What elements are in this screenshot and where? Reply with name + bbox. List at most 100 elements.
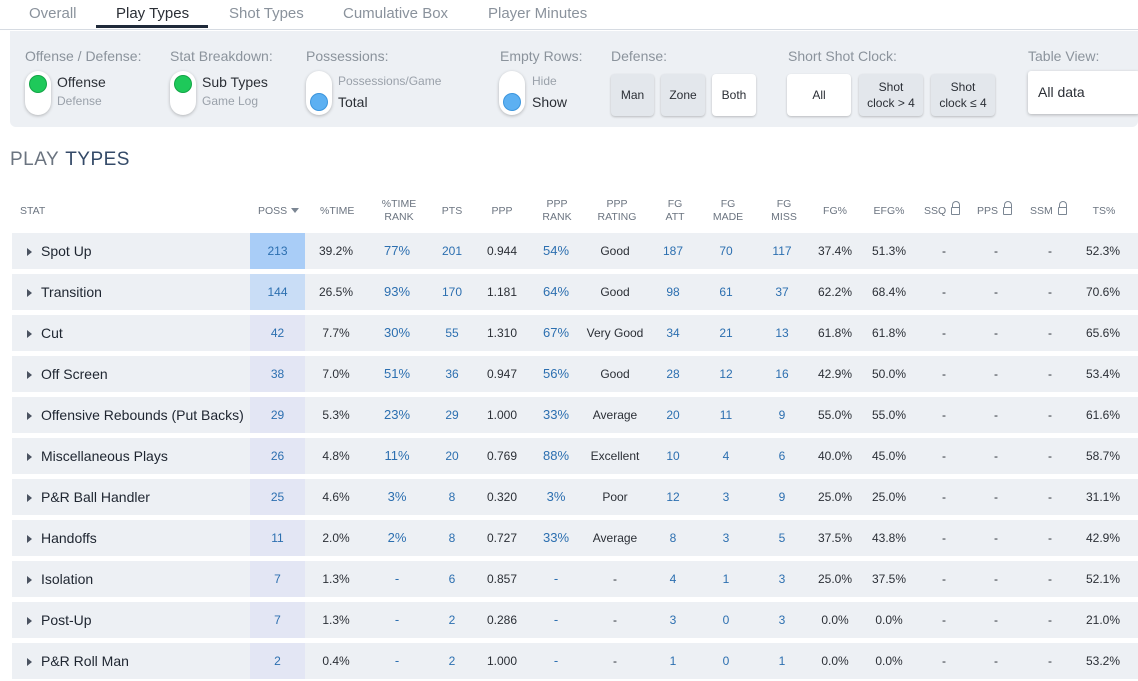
poss-cell[interactable]: 2 <box>274 654 281 668</box>
play-type-name[interactable]: P&R Ball Handler <box>41 489 150 505</box>
tab-cumulative-box[interactable]: Cumulative Box <box>343 5 449 22</box>
col-pts[interactable]: PTS <box>441 205 463 217</box>
col-ssm[interactable]: SSM <box>1030 201 1067 218</box>
time-rank-cell[interactable]: 93% <box>383 284 411 299</box>
poss-cell[interactable]: 25 <box>270 490 285 504</box>
fg-att-cell[interactable]: 10 <box>666 449 680 463</box>
expand-row-icon[interactable] <box>27 371 32 379</box>
fg-miss-cell[interactable]: 9 <box>778 408 786 422</box>
table-view-select[interactable]: All data <box>1028 71 1138 114</box>
fg-att-cell[interactable]: 4 <box>669 572 677 586</box>
fg-miss-cell[interactable]: 6 <box>778 449 786 463</box>
poss-cell[interactable]: 7 <box>274 613 281 627</box>
fg-miss-cell[interactable]: 37 <box>775 285 789 299</box>
table-row[interactable]: Spot Up 213 39.2% 77% 201 0.944 54% Good 187 70 11… <box>0 230 1138 271</box>
hide-option[interactable]: Hide <box>532 74 557 88</box>
table-row[interactable]: Transition 144 26.5% 93% 170 1.181 64% Good 98 61… <box>0 271 1138 312</box>
play-type-name[interactable]: Isolation <box>41 571 94 587</box>
offense-defense-toggle[interactable] <box>25 71 51 115</box>
fg-made-cell[interactable]: 3 <box>722 531 730 545</box>
expand-row-icon[interactable] <box>27 289 32 297</box>
expand-row-icon[interactable] <box>27 617 32 625</box>
fg-made-cell[interactable]: 11 <box>719 408 733 422</box>
col-fg-miss[interactable]: FG MISS <box>768 198 800 224</box>
offense-option[interactable]: Offense <box>57 74 106 90</box>
fg-att-cell[interactable]: 3 <box>669 613 677 627</box>
fg-miss-cell[interactable]: 9 <box>778 490 786 504</box>
fg-miss-cell[interactable]: 1 <box>778 654 786 668</box>
time-rank-cell[interactable]: 30% <box>383 325 411 340</box>
play-type-name[interactable]: Post-Up <box>41 612 92 628</box>
tab-overall[interactable]: Overall <box>29 5 77 22</box>
pts-cell[interactable]: 170 <box>441 285 463 299</box>
fg-att-cell[interactable]: 28 <box>666 367 680 381</box>
poss-cell[interactable]: 11 <box>271 531 284 545</box>
fg-att-cell[interactable]: 34 <box>666 326 680 340</box>
pts-cell[interactable]: 201 <box>441 244 463 258</box>
expand-row-icon[interactable] <box>27 330 32 338</box>
fg-miss-cell[interactable]: 3 <box>778 613 786 627</box>
table-row[interactable]: Post-Up 7 1.3% - 2 0.286 - - 3 0 3 0.0% 0.0% - - - 21.0% <box>0 599 1138 640</box>
play-type-name[interactable]: Handoffs <box>41 530 97 546</box>
poss-cell[interactable]: 213 <box>267 244 288 258</box>
time-rank-cell[interactable]: 77% <box>383 243 411 258</box>
defense-zone-button[interactable]: Zone <box>661 74 705 116</box>
fg-made-cell[interactable]: 12 <box>719 367 733 381</box>
fg-made-cell[interactable]: 0 <box>722 654 730 668</box>
fg-made-cell[interactable]: 1 <box>722 572 730 586</box>
col-pps[interactable]: PPS <box>977 201 1013 218</box>
col-time-rank[interactable]: %TIME RANK <box>381 198 417 224</box>
table-row[interactable]: Offensive Rebounds (Put Backs) 29 5.3% 23% 2… <box>0 394 1138 435</box>
tab-play-types[interactable]: Play Types <box>116 5 190 22</box>
game-log-option[interactable]: Game Log <box>202 94 259 108</box>
poss-cell[interactable]: 26 <box>270 449 285 463</box>
pts-cell[interactable]: 36 <box>445 367 459 381</box>
table-row[interactable]: P&R Roll Man 2 0.4% - 2 1.000 - - 1 0 1 0.0% 0.0% - - -… <box>0 640 1138 681</box>
pts-cell[interactable]: 2 <box>448 654 456 668</box>
fg-made-cell[interactable]: 70 <box>719 244 733 258</box>
time-rank-cell[interactable]: 11% <box>384 448 410 463</box>
tab-player-minutes[interactable]: Player Minutes <box>488 5 588 22</box>
fg-miss-cell[interactable]: 3 <box>778 572 786 586</box>
play-type-name[interactable]: Transition <box>41 284 102 300</box>
shot-clock-le4-button[interactable]: Shot clock ≤ 4 <box>931 74 995 116</box>
expand-row-icon[interactable] <box>27 494 32 502</box>
possessions-toggle[interactable] <box>306 71 332 115</box>
table-row[interactable]: P&R Ball Handler 25 4.6% 3% 8 0.320 3% Poor 12 3 9… <box>0 476 1138 517</box>
expand-row-icon[interactable] <box>27 453 32 461</box>
defense-both-button[interactable]: Both <box>712 74 756 116</box>
col-stat[interactable]: STAT <box>20 205 46 217</box>
defense-man-button[interactable]: Man <box>611 74 654 116</box>
pts-cell[interactable]: 2 <box>448 613 456 627</box>
empty-rows-toggle[interactable] <box>499 71 525 115</box>
ppp-rank-cell[interactable]: 54% <box>542 243 570 258</box>
poss-cell[interactable]: 29 <box>270 408 285 422</box>
fg-miss-cell[interactable]: 16 <box>775 367 789 381</box>
fg-made-cell[interactable]: 21 <box>719 326 733 340</box>
expand-row-icon[interactable] <box>27 576 32 584</box>
fg-miss-cell[interactable]: 13 <box>775 326 789 340</box>
ppp-rank-cell[interactable]: 33% <box>542 530 570 545</box>
table-row[interactable]: Cut 42 7.7% 30% 55 1.310 67% Very Good 34 21 13 61.… <box>0 312 1138 353</box>
shot-clock-gt4-button[interactable]: Shot clock > 4 <box>859 74 923 116</box>
ppp-rank-cell[interactable]: 33% <box>542 407 570 422</box>
col-time[interactable]: %TIME <box>320 205 355 217</box>
fg-att-cell[interactable]: 20 <box>666 408 680 422</box>
play-type-name[interactable]: Cut <box>41 325 63 341</box>
time-rank-cell[interactable]: 23% <box>383 407 411 422</box>
table-row[interactable]: Off Screen 38 7.0% 51% 36 0.947 56% Good 28 12 16 4… <box>0 353 1138 394</box>
col-ts-pct[interactable]: TS% <box>1092 205 1116 217</box>
poss-cell[interactable]: 42 <box>270 326 285 340</box>
col-fg-made[interactable]: FG MADE <box>711 198 745 224</box>
col-ppp[interactable]: PPP <box>491 205 513 217</box>
col-poss[interactable]: POSS <box>258 205 300 218</box>
pts-cell[interactable]: 55 <box>445 326 459 340</box>
fg-made-cell[interactable]: 61 <box>719 285 733 299</box>
ppp-rank-cell[interactable]: 3% <box>546 489 566 504</box>
pts-cell[interactable]: 29 <box>445 408 459 422</box>
pts-cell[interactable]: 8 <box>448 490 456 504</box>
col-ssq[interactable]: SSQ <box>924 201 961 218</box>
time-rank-cell[interactable]: 2% <box>387 530 407 545</box>
fg-att-cell[interactable]: 12 <box>666 490 680 504</box>
fg-made-cell[interactable]: 4 <box>722 449 730 463</box>
